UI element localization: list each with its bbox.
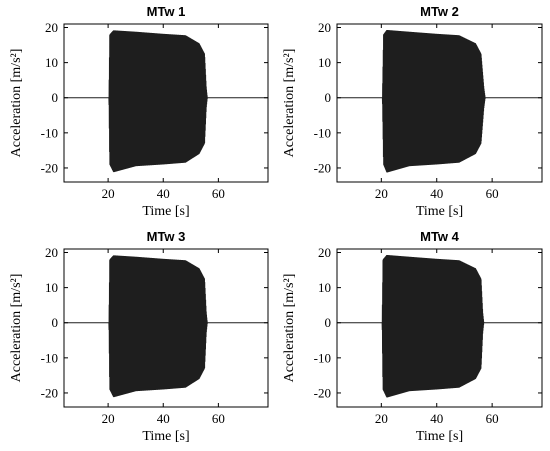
y-axis-label: Acceleration [m/s²]: [9, 49, 24, 158]
y-tick-label: 0: [52, 90, 59, 105]
plot-frame: [63, 248, 269, 408]
x-tick-label: 40: [157, 186, 170, 201]
x-tick-label: 20: [375, 411, 388, 426]
chart-panel-2: MTw 2 -20 -10 0 10 20 20 40 60 Time [s] Accelerati…: [282, 4, 543, 219]
chart-title: MTw 4: [420, 229, 460, 244]
x-tick-label: 40: [157, 411, 170, 426]
y-tick-label: 10: [45, 55, 58, 70]
y-axis-label: Acceleration [m/s²]: [282, 274, 297, 383]
x-axis-label: Time [s]: [416, 204, 463, 219]
y-tick-label: 20: [45, 245, 58, 260]
chart-title: MTw 3: [147, 229, 186, 244]
y-tick-label: 20: [318, 245, 331, 260]
x-tick-label: 60: [212, 411, 225, 426]
y-tick-label: 20: [318, 20, 331, 35]
y-tick-label: 20: [45, 20, 58, 35]
y-tick-label: 0: [325, 90, 332, 105]
x-tick-label: 20: [375, 186, 388, 201]
x-tick-label: 60: [486, 186, 499, 201]
y-tick-label: -20: [41, 385, 58, 400]
y-tick-label: -20: [314, 160, 331, 175]
series-line-1: [337, 29, 542, 173]
series-line-1: [64, 255, 268, 398]
plot-frame: [63, 23, 269, 183]
x-tick-label: 20: [102, 411, 115, 426]
x-axis-label: Time [s]: [142, 204, 189, 219]
series-line-1: [64, 30, 268, 173]
x-axis-label: Time [s]: [142, 429, 189, 444]
chart-panel-4: MTw 4 -20 -10 0 10 20 20 40 60 Time [s] Accelerati…: [282, 229, 543, 444]
x-tick-label: 40: [430, 411, 443, 426]
x-tick-label: 20: [102, 186, 115, 201]
y-axis-label: Acceleration [m/s²]: [282, 49, 297, 158]
plot-frame: [336, 23, 543, 183]
chart-title: MTw 1: [147, 4, 186, 19]
series-line-1: [337, 254, 542, 398]
y-tick-label: 10: [45, 280, 58, 295]
y-axis-label: Acceleration [m/s²]: [9, 274, 24, 383]
x-tick-label: 40: [430, 186, 443, 201]
x-tick-label: 60: [486, 411, 499, 426]
plot-frame: [336, 248, 543, 408]
chart-title: MTw 2: [420, 4, 459, 19]
y-tick-label: -20: [41, 160, 58, 175]
y-tick-label: -10: [314, 125, 331, 140]
y-tick-label: -10: [314, 350, 331, 365]
y-tick-label: 0: [325, 315, 332, 330]
x-tick-label: 60: [212, 186, 225, 201]
chart-panel-1: MTw 1 -20 -10 0 10 20 20 40 60 Time [s] Accelerati…: [9, 4, 269, 219]
x-axis-label: Time [s]: [416, 429, 463, 444]
y-tick-label: -20: [314, 385, 331, 400]
y-tick-label: -10: [41, 350, 58, 365]
y-tick-label: 10: [318, 55, 331, 70]
y-tick-label: 0: [52, 315, 59, 330]
chart-panel-3: MTw 3 -20 -10 0 10 20 20 40 60 Time [s] Accelerati…: [9, 229, 269, 444]
y-tick-label: 10: [318, 280, 331, 295]
y-tick-label: -10: [41, 125, 58, 140]
